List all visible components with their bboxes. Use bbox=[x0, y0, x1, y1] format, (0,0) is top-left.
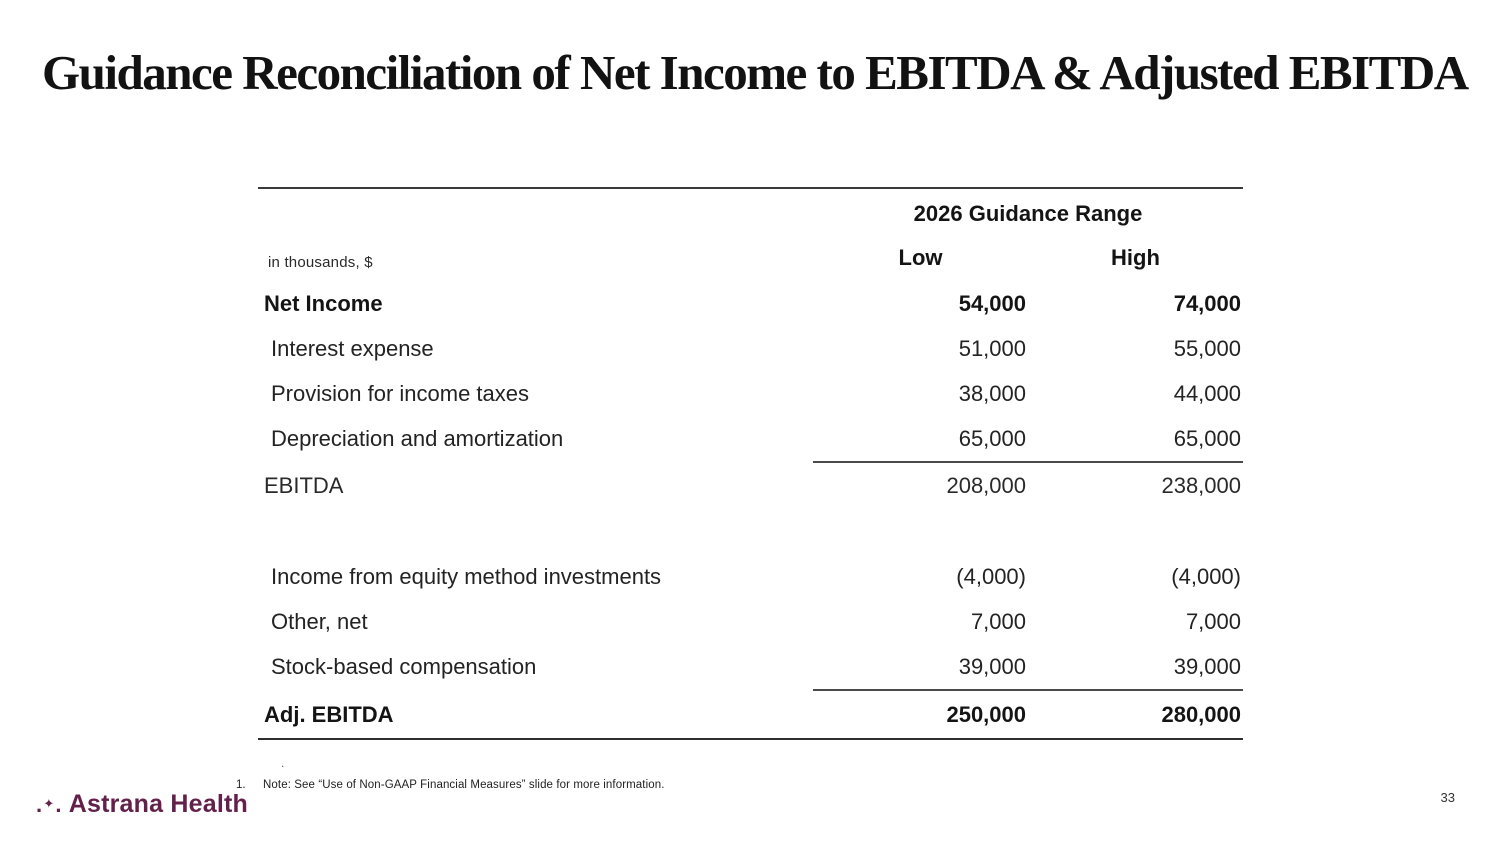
row-value-low: 65,000 bbox=[958, 425, 1026, 451]
table-row: Other, net 7,000 7,000 bbox=[258, 599, 1243, 644]
table-column-header-row: in thousands, $ Low High bbox=[258, 227, 1243, 275]
row-label: Interest expense bbox=[271, 335, 434, 361]
row-value-low: 39,000 bbox=[958, 653, 1026, 679]
row-label: Income from equity method investments bbox=[271, 563, 662, 589]
row-value-high: 65,000 bbox=[1173, 425, 1241, 451]
table-row: Interest expense 51,000 55,000 bbox=[258, 326, 1243, 371]
row-value-high: 280,000 bbox=[1161, 701, 1241, 727]
row-label: Stock-based compensation bbox=[271, 653, 537, 679]
row-value-low: 51,000 bbox=[958, 335, 1026, 361]
table-row: EBITDA 208,000 238,000 bbox=[258, 463, 1243, 508]
numeric-columns-rule bbox=[813, 689, 1243, 691]
logo-text: Astrana Health bbox=[68, 790, 248, 818]
page-number: 33 bbox=[1440, 790, 1455, 805]
row-value-low: 208,000 bbox=[946, 472, 1026, 498]
logo-star: ✦ bbox=[43, 796, 55, 811]
row-label: Other, net bbox=[271, 608, 368, 634]
astrana-health-logo: . ✦ . Astrana Health bbox=[36, 789, 248, 823]
row-value-high: 74,000 bbox=[1173, 290, 1241, 316]
row-value-high: 39,000 bbox=[1173, 653, 1241, 679]
stray-dot: . bbox=[281, 756, 285, 770]
row-value-high: 238,000 bbox=[1161, 472, 1241, 498]
table-row: Depreciation and amortization 65,000 65,… bbox=[258, 416, 1243, 461]
row-label: EBITDA bbox=[264, 472, 344, 498]
row-value-low: 250,000 bbox=[946, 701, 1026, 727]
table-body: Net Income 54,000 74,000 Interest expens… bbox=[258, 281, 1243, 738]
row-value-high: (4,000) bbox=[1171, 563, 1241, 589]
table-bottom-rule bbox=[258, 738, 1243, 740]
column-header-high: High bbox=[1111, 245, 1160, 270]
table-row: Adj. EBITDA 250,000 280,000 bbox=[258, 691, 1243, 738]
row-label: Adj. EBITDA bbox=[264, 701, 394, 727]
logo-dot-right: . bbox=[55, 792, 62, 817]
spacer-row bbox=[258, 508, 1243, 554]
table-group-header-row: 2026 Guidance Range bbox=[258, 189, 1243, 227]
row-value-high: 44,000 bbox=[1173, 380, 1241, 406]
footnote-number: 1. bbox=[236, 779, 246, 791]
row-label: Net Income bbox=[264, 290, 383, 316]
row-value-low: 54,000 bbox=[958, 290, 1026, 316]
group-header-label: 2026 Guidance Range bbox=[913, 201, 1143, 226]
slide-title: Guidance Reconciliation of Net Income to… bbox=[42, 45, 1469, 100]
numeric-columns-rule bbox=[813, 461, 1243, 463]
column-header-low: Low bbox=[898, 245, 943, 270]
logo-dot-left: . bbox=[36, 792, 43, 817]
row-value-high: 55,000 bbox=[1173, 335, 1241, 361]
row-label: Provision for income taxes bbox=[271, 380, 529, 406]
units-label: in thousands, $ bbox=[268, 254, 373, 271]
table-row: Income from equity method investments (4… bbox=[258, 554, 1243, 599]
row-value-low: (4,000) bbox=[956, 563, 1026, 589]
table-row: Stock-based compensation 39,000 39,000 bbox=[258, 644, 1243, 689]
row-value-high: 7,000 bbox=[1185, 608, 1241, 634]
row-value-low: 7,000 bbox=[970, 608, 1026, 634]
sparkle-dots-icon: . ✦ . bbox=[36, 793, 62, 823]
row-label: Depreciation and amortization bbox=[271, 425, 564, 451]
footnote-text: Note: See “Use of Non-GAAP Financial Mea… bbox=[263, 779, 665, 791]
table-row: Net Income 54,000 74,000 bbox=[258, 281, 1243, 326]
table-row: Provision for income taxes 38,000 44,000 bbox=[258, 371, 1243, 416]
row-value-low: 38,000 bbox=[958, 380, 1026, 406]
reconciliation-table: 2026 Guidance Range in thousands, $ Low … bbox=[258, 187, 1243, 740]
